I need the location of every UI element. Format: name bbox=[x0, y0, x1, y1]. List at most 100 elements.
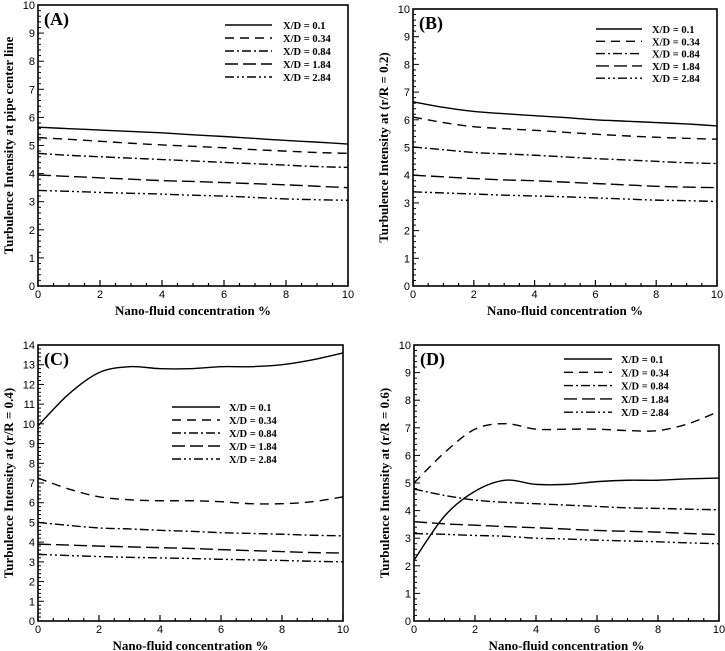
panel-label: (D) bbox=[420, 349, 445, 370]
x-tick-label: 4 bbox=[159, 289, 165, 301]
legend-label: X/D = 0.1 bbox=[283, 21, 325, 32]
series-line bbox=[37, 477, 344, 505]
y-tick-label: 10 bbox=[23, 419, 35, 431]
series-line bbox=[413, 410, 720, 484]
series-line bbox=[37, 521, 344, 537]
x-axis-label: Nano-fluid concentration % bbox=[113, 638, 269, 651]
y-tick-label: 6 bbox=[405, 450, 411, 462]
legend-label: X/D = 1.84 bbox=[652, 62, 700, 73]
plot-frame bbox=[413, 344, 720, 622]
y-tick-label: 2 bbox=[405, 561, 411, 573]
series-line bbox=[37, 189, 349, 201]
x-tick-label: 10 bbox=[713, 624, 725, 636]
y-tick-label: 3 bbox=[29, 197, 35, 209]
x-tick-label: 4 bbox=[532, 289, 538, 301]
panel-label: (B) bbox=[419, 13, 443, 34]
y-tick-label: 9 bbox=[404, 32, 410, 44]
series-line bbox=[37, 543, 344, 554]
panel-b: 0 2 4 6 8 10 0 1 2 3 4 5 6 7 8 9 10 Nano-fluid concentrat… bbox=[376, 4, 723, 318]
panel-a: 0 2 4 6 8 10 0 1 2 3 4 5 6 7 8 9 10 Nano-fluid concentrat… bbox=[1, 0, 354, 318]
y-tick-label: 3 bbox=[404, 198, 410, 210]
y-tick-label: 10 bbox=[23, 0, 35, 12]
x-tick-label: 6 bbox=[594, 624, 600, 636]
series-line bbox=[413, 520, 720, 536]
x-tick-label: 8 bbox=[283, 289, 289, 301]
y-tick-label: 14 bbox=[23, 340, 35, 352]
y-tick-label: 3 bbox=[29, 557, 35, 569]
panel-label: (C) bbox=[44, 349, 69, 370]
y-tick-label: 1 bbox=[29, 596, 35, 608]
legend-label: X/D = 0.34 bbox=[229, 416, 277, 427]
y-tick-label: 1 bbox=[405, 588, 411, 600]
y-tick-label: 2 bbox=[29, 225, 35, 237]
x-axis-label: Nano-fluid concentration % bbox=[487, 303, 643, 318]
x-tick-label: 6 bbox=[218, 624, 224, 636]
legend-label: X/D = 0.1 bbox=[652, 25, 694, 36]
series-line bbox=[37, 174, 349, 189]
legend-label: X/D = 1.84 bbox=[283, 60, 331, 71]
legend-label: X/D = 0.1 bbox=[621, 355, 663, 366]
panel-d: 0 2 4 6 8 10 0 1 2 3 4 5 6 7 8 9 10 Nano-fluid concentrat… bbox=[377, 340, 725, 651]
y-tick-label: 5 bbox=[29, 517, 35, 529]
y-tick-label: 7 bbox=[405, 423, 411, 435]
y-tick-label: 5 bbox=[405, 478, 411, 490]
legend-label: X/D = 2.84 bbox=[652, 74, 700, 85]
legend-label: X/D = 0.34 bbox=[621, 368, 669, 379]
x-tick-label: 2 bbox=[97, 289, 103, 301]
series-line bbox=[37, 126, 349, 145]
y-tick-label: 8 bbox=[404, 59, 410, 71]
legend-label: X/D = 0.34 bbox=[283, 34, 331, 45]
y-tick-label: 7 bbox=[29, 478, 35, 490]
y-tick-label: 13 bbox=[23, 360, 35, 372]
y-tick-label: 6 bbox=[404, 115, 410, 127]
y-tick-label: 10 bbox=[398, 4, 410, 16]
legend-label: X/D = 0.84 bbox=[229, 429, 277, 440]
y-tick-label: 5 bbox=[29, 141, 35, 153]
y-tick-label: 0 bbox=[404, 281, 410, 293]
x-tick-label: 6 bbox=[592, 289, 598, 301]
x-tick-label: 8 bbox=[655, 624, 661, 636]
x-tick-label: 8 bbox=[653, 289, 659, 301]
y-tick-label: 6 bbox=[29, 112, 35, 124]
series-line bbox=[412, 146, 718, 165]
x-tick-label: 2 bbox=[472, 624, 478, 636]
x-axis-label: Nano-fluid concentration % bbox=[489, 638, 645, 651]
series-line bbox=[413, 488, 720, 511]
y-tick-label: 8 bbox=[29, 458, 35, 470]
y-tick-label: 4 bbox=[405, 506, 411, 518]
y-tick-label: 0 bbox=[405, 616, 411, 628]
y-tick-label: 6 bbox=[29, 498, 35, 510]
x-tick-label: 0 bbox=[35, 289, 41, 301]
x-axis-label: Nano-fluid concentration % bbox=[115, 303, 271, 318]
series-line bbox=[37, 136, 349, 155]
x-tick-label: 8 bbox=[279, 624, 285, 636]
x-tick-label: 2 bbox=[471, 289, 477, 301]
y-tick-label: 4 bbox=[404, 170, 410, 182]
y-axis-label: Turbulence Intensity at (r/R = 0.4) bbox=[1, 388, 16, 578]
y-tick-label: 9 bbox=[29, 439, 35, 451]
legend-label: X/D = 2.84 bbox=[621, 408, 669, 419]
series-line bbox=[37, 553, 344, 563]
series-line bbox=[413, 477, 720, 561]
y-tick-label: 8 bbox=[29, 56, 35, 68]
x-tick-label: 10 bbox=[342, 289, 354, 301]
series-line bbox=[412, 116, 718, 140]
series-line bbox=[412, 101, 718, 127]
legend-label: X/D = 1.84 bbox=[621, 395, 669, 406]
y-tick-label: 4 bbox=[29, 537, 35, 549]
y-tick-label: 1 bbox=[404, 253, 410, 265]
y-tick-label: 9 bbox=[405, 368, 411, 380]
series-line bbox=[37, 352, 344, 427]
series-line bbox=[37, 152, 349, 169]
x-tick-label: 0 bbox=[35, 624, 41, 636]
y-tick-label: 12 bbox=[23, 379, 35, 391]
y-tick-label: 11 bbox=[24, 399, 35, 411]
y-tick-label: 9 bbox=[29, 28, 35, 40]
x-tick-label: 0 bbox=[411, 624, 417, 636]
legend-label: X/D = 0.84 bbox=[621, 382, 669, 393]
y-tick-label: 7 bbox=[29, 84, 35, 96]
y-tick-label: 5 bbox=[404, 143, 410, 155]
y-axis-label: Turbulence Intensity at (r/R = 0.6) bbox=[377, 388, 392, 578]
